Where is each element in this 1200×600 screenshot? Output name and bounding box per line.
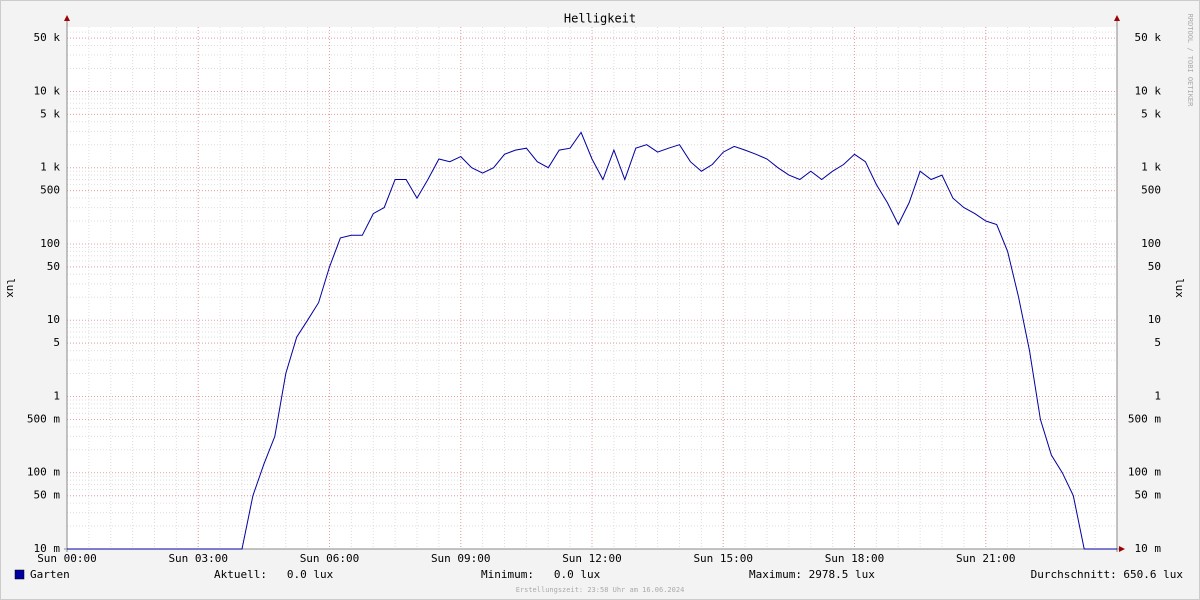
x-tick-label: Sun 03:00	[168, 552, 228, 565]
data-line	[67, 131, 1117, 550]
y-tick-label: 10	[47, 313, 60, 326]
y2-tick-label: 500	[1141, 184, 1161, 197]
y2-tick-label: 1 k	[1141, 161, 1161, 174]
y2-tick-label: 50	[1148, 260, 1161, 273]
y2-tick-label: 100 m	[1128, 466, 1161, 479]
watermark: RRDTOOL / TOBI OETIKER	[1186, 14, 1194, 108]
y-tick-label: 500	[40, 184, 60, 197]
x-tick-label: Sun 06:00	[300, 552, 360, 565]
y-axis-label: lux	[4, 278, 17, 298]
y2-tick-label: 5	[1154, 336, 1161, 349]
y-tick-label: 100 m	[27, 466, 60, 479]
y2-tick-label: 1	[1154, 389, 1161, 402]
y-tick-label: 1 k	[40, 161, 60, 174]
y2-axis-label: lux	[1173, 278, 1186, 298]
x-tick-label: Sun 00:00	[37, 552, 97, 565]
y2-tick-label: 5 k	[1141, 107, 1161, 120]
legend-maximum: Maximum: 2978.5 lux	[749, 568, 875, 581]
arrow	[64, 15, 70, 21]
legend-entry: Garten	[30, 568, 70, 581]
x-tick-label: Sun 18:00	[825, 552, 885, 565]
x-tick-label: Sun 12:00	[562, 552, 622, 565]
arrow	[1119, 546, 1125, 552]
y-tick-label: 100	[40, 237, 60, 250]
y-tick-label: 50 k	[34, 31, 61, 44]
y-tick-label: 5 k	[40, 107, 60, 120]
y2-tick-label: 500 m	[1128, 412, 1161, 425]
y-tick-label: 10 k	[34, 84, 61, 97]
y-tick-label: 10 m	[34, 542, 61, 555]
y-tick-label: 500 m	[27, 412, 60, 425]
legend-swatch	[14, 569, 25, 580]
footer: Erstellungszeit: 23:58 Uhr am 16.06.2024	[516, 586, 685, 594]
legend-current: Aktuell: 0.0 lux	[214, 568, 334, 581]
y2-tick-label: 10	[1148, 313, 1161, 326]
legend-minimum: Minimum: 0.0 lux	[481, 568, 601, 581]
x-tick-label: Sun 21:00	[956, 552, 1016, 565]
y-tick-label: 50	[47, 260, 60, 273]
y2-tick-label: 50 m	[1135, 489, 1162, 502]
y2-tick-label: 10 k	[1135, 84, 1162, 97]
y2-tick-label: 10 m	[1135, 542, 1162, 555]
chart-title: Helligkeit	[564, 12, 636, 26]
y2-tick-label: 100	[1141, 237, 1161, 250]
arrow	[1114, 15, 1120, 21]
y2-tick-label: 50 k	[1135, 31, 1162, 44]
y-tick-label: 1	[53, 389, 60, 402]
x-tick-label: Sun 09:00	[431, 552, 491, 565]
y-tick-label: 5	[53, 336, 60, 349]
y-tick-label: 50 m	[34, 489, 61, 502]
legend-average: Durchschnitt: 650.6 lux	[1031, 568, 1184, 581]
x-tick-label: Sun 15:00	[693, 552, 753, 565]
